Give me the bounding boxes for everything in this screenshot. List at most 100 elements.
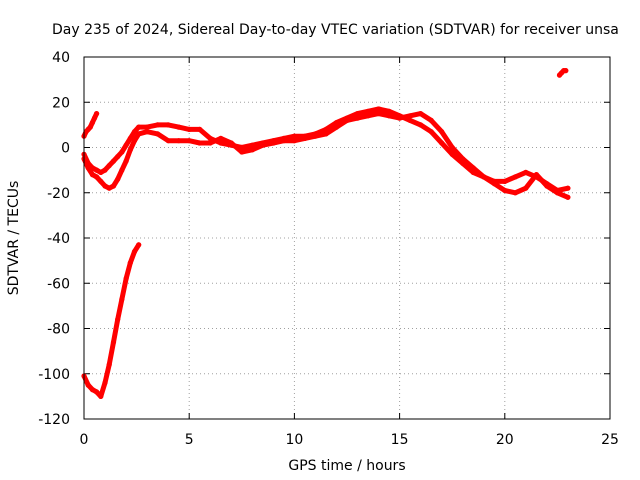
series-track-1 <box>81 106 571 194</box>
data-point <box>407 113 413 119</box>
data-point <box>449 151 455 157</box>
data-point <box>428 129 434 135</box>
data-point <box>123 158 129 164</box>
data-point <box>376 111 382 117</box>
data-point <box>249 147 255 153</box>
data-point <box>89 387 95 393</box>
data-point <box>94 111 100 117</box>
y-tick-label: 20 <box>52 95 70 111</box>
series-recovery-segment <box>81 242 142 399</box>
data-point <box>123 142 129 148</box>
data-point <box>119 167 125 173</box>
data-point <box>98 178 104 184</box>
data-point <box>110 183 117 189</box>
data-point <box>512 190 518 196</box>
data-point <box>449 144 455 151</box>
data-point <box>119 149 125 155</box>
data-point <box>502 178 508 184</box>
data-point <box>481 174 487 180</box>
y-tick-label: -60 <box>47 276 70 292</box>
data-point <box>354 111 361 117</box>
data-point <box>89 120 95 126</box>
data-point <box>397 115 403 121</box>
y-tick-label: -40 <box>47 231 70 247</box>
data-point <box>323 131 329 137</box>
data-point <box>176 138 182 144</box>
data-point <box>131 138 138 144</box>
plot-frame <box>83 56 611 420</box>
x-tick-label: 5 <box>185 432 194 448</box>
data-point <box>218 140 224 146</box>
data-point <box>165 122 171 128</box>
data-point <box>291 133 297 139</box>
data-point <box>102 167 108 173</box>
data-point <box>85 382 91 388</box>
grid <box>84 57 610 419</box>
data-point <box>439 140 445 146</box>
data-point <box>565 194 571 200</box>
data-point <box>544 183 550 189</box>
series-early-segment <box>81 111 100 139</box>
data-point <box>115 176 121 182</box>
series-layer <box>81 68 571 399</box>
data-point <box>102 183 108 189</box>
ticks: 0 5 10 15 20 25 40 20 0 -20 -40 -60 -80 -100 -120 <box>38 50 619 448</box>
data-point <box>136 242 142 248</box>
data-point <box>565 185 571 191</box>
x-tick-label: 10 <box>285 432 303 448</box>
data-point <box>460 156 466 162</box>
data-point <box>106 185 112 191</box>
data-point <box>207 135 213 141</box>
data-point <box>428 117 434 123</box>
data-point <box>136 124 142 130</box>
data-point <box>502 187 508 194</box>
x-tick-label: 15 <box>391 432 409 448</box>
data-point <box>344 117 350 123</box>
data-point <box>533 172 540 178</box>
data-point <box>197 140 203 146</box>
data-point <box>312 133 318 139</box>
data-point <box>106 362 112 368</box>
data-point <box>439 129 445 135</box>
data-point <box>418 111 424 117</box>
data-point <box>98 393 104 399</box>
series-line <box>81 106 571 193</box>
data-point <box>186 138 192 144</box>
data-point <box>239 149 245 155</box>
data-point <box>291 138 297 144</box>
data-point <box>249 142 255 148</box>
data-point <box>418 122 424 128</box>
data-point <box>386 108 392 114</box>
data-point <box>376 106 382 112</box>
y-tick-label: 40 <box>52 50 70 66</box>
data-point <box>333 124 340 130</box>
data-point <box>523 169 529 175</box>
data-point <box>85 165 91 171</box>
data-point <box>131 249 138 255</box>
y-tick-label: -20 <box>47 186 70 202</box>
data-point <box>106 163 112 169</box>
y-tick-label: -100 <box>38 367 70 383</box>
data-point <box>94 167 100 173</box>
series-track-2 <box>81 111 571 200</box>
data-point <box>563 68 569 74</box>
data-point <box>491 181 497 187</box>
data-point <box>144 129 150 135</box>
data-point <box>119 296 125 302</box>
data-point <box>131 129 138 135</box>
data-point <box>407 117 413 123</box>
y-axis-label: SDTVAR / TECUs <box>6 181 22 296</box>
data-point <box>110 339 117 345</box>
x-tick-label: 25 <box>601 432 619 448</box>
x-tick-label: 0 <box>80 432 89 448</box>
data-point <box>197 126 203 132</box>
data-point <box>365 108 371 114</box>
data-point <box>127 260 133 266</box>
series-late-segment <box>556 68 569 78</box>
data-point <box>94 174 100 180</box>
data-point <box>155 131 161 137</box>
data-point <box>354 115 361 121</box>
data-point <box>136 131 142 137</box>
data-point <box>155 122 161 128</box>
